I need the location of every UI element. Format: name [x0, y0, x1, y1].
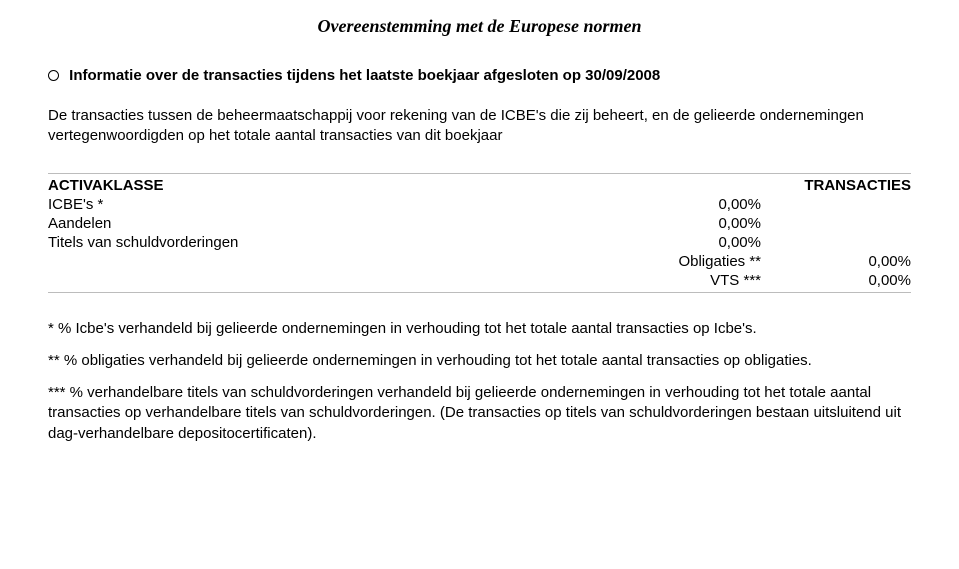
table-row: VTS *** 0,00% — [48, 271, 911, 290]
document-title: Overeenstemming met de Europese normen — [48, 16, 911, 37]
cell-label — [48, 271, 401, 290]
header-mid-spacer — [401, 176, 761, 195]
table-row: Titels van schuldvorderingen 0,00% — [48, 233, 911, 252]
cell-mid: Obligaties ** — [401, 252, 761, 271]
footnote-2: ** % obligaties verhandeld bij gelieerde… — [48, 351, 911, 371]
section-heading: Informatie over de transacties tijdens h… — [48, 67, 911, 84]
footnote-1: * % Icbe's verhandeld bij gelieerde onde… — [48, 319, 911, 339]
cell-right — [761, 195, 911, 214]
footnote-3: *** % verhandelbare titels van schuldvor… — [48, 383, 911, 444]
section-heading-text: Informatie over de transacties tijdens h… — [69, 67, 660, 84]
cell-right — [761, 233, 911, 252]
header-activaklasse: ACTIVAKLASSE — [48, 176, 401, 195]
header-transacties: TRANSACTIES — [761, 176, 911, 195]
intro-paragraph: De transacties tussen de beheermaatschap… — [48, 106, 911, 147]
cell-label: Aandelen — [48, 214, 401, 233]
cell-right: 0,00% — [761, 252, 911, 271]
cell-mid: VTS *** — [401, 271, 761, 290]
cell-label: ICBE's * — [48, 195, 401, 214]
table-row: Aandelen 0,00% — [48, 214, 911, 233]
transactions-table-wrap: ACTIVAKLASSE TRANSACTIES ICBE's * 0,00% … — [48, 173, 911, 293]
table-header-row: ACTIVAKLASSE TRANSACTIES — [48, 176, 911, 195]
cell-right — [761, 214, 911, 233]
page-container: Overeenstemming met de Europese normen I… — [0, 0, 959, 480]
cell-mid: 0,00% — [401, 195, 761, 214]
cell-mid: 0,00% — [401, 233, 761, 252]
cell-label — [48, 252, 401, 271]
cell-right: 0,00% — [761, 271, 911, 290]
transactions-table: ACTIVAKLASSE TRANSACTIES ICBE's * 0,00% … — [48, 176, 911, 290]
table-row: ICBE's * 0,00% — [48, 195, 911, 214]
cell-mid: 0,00% — [401, 214, 761, 233]
table-row: Obligaties ** 0,00% — [48, 252, 911, 271]
cell-label: Titels van schuldvorderingen — [48, 233, 401, 252]
bullet-icon — [48, 70, 59, 81]
